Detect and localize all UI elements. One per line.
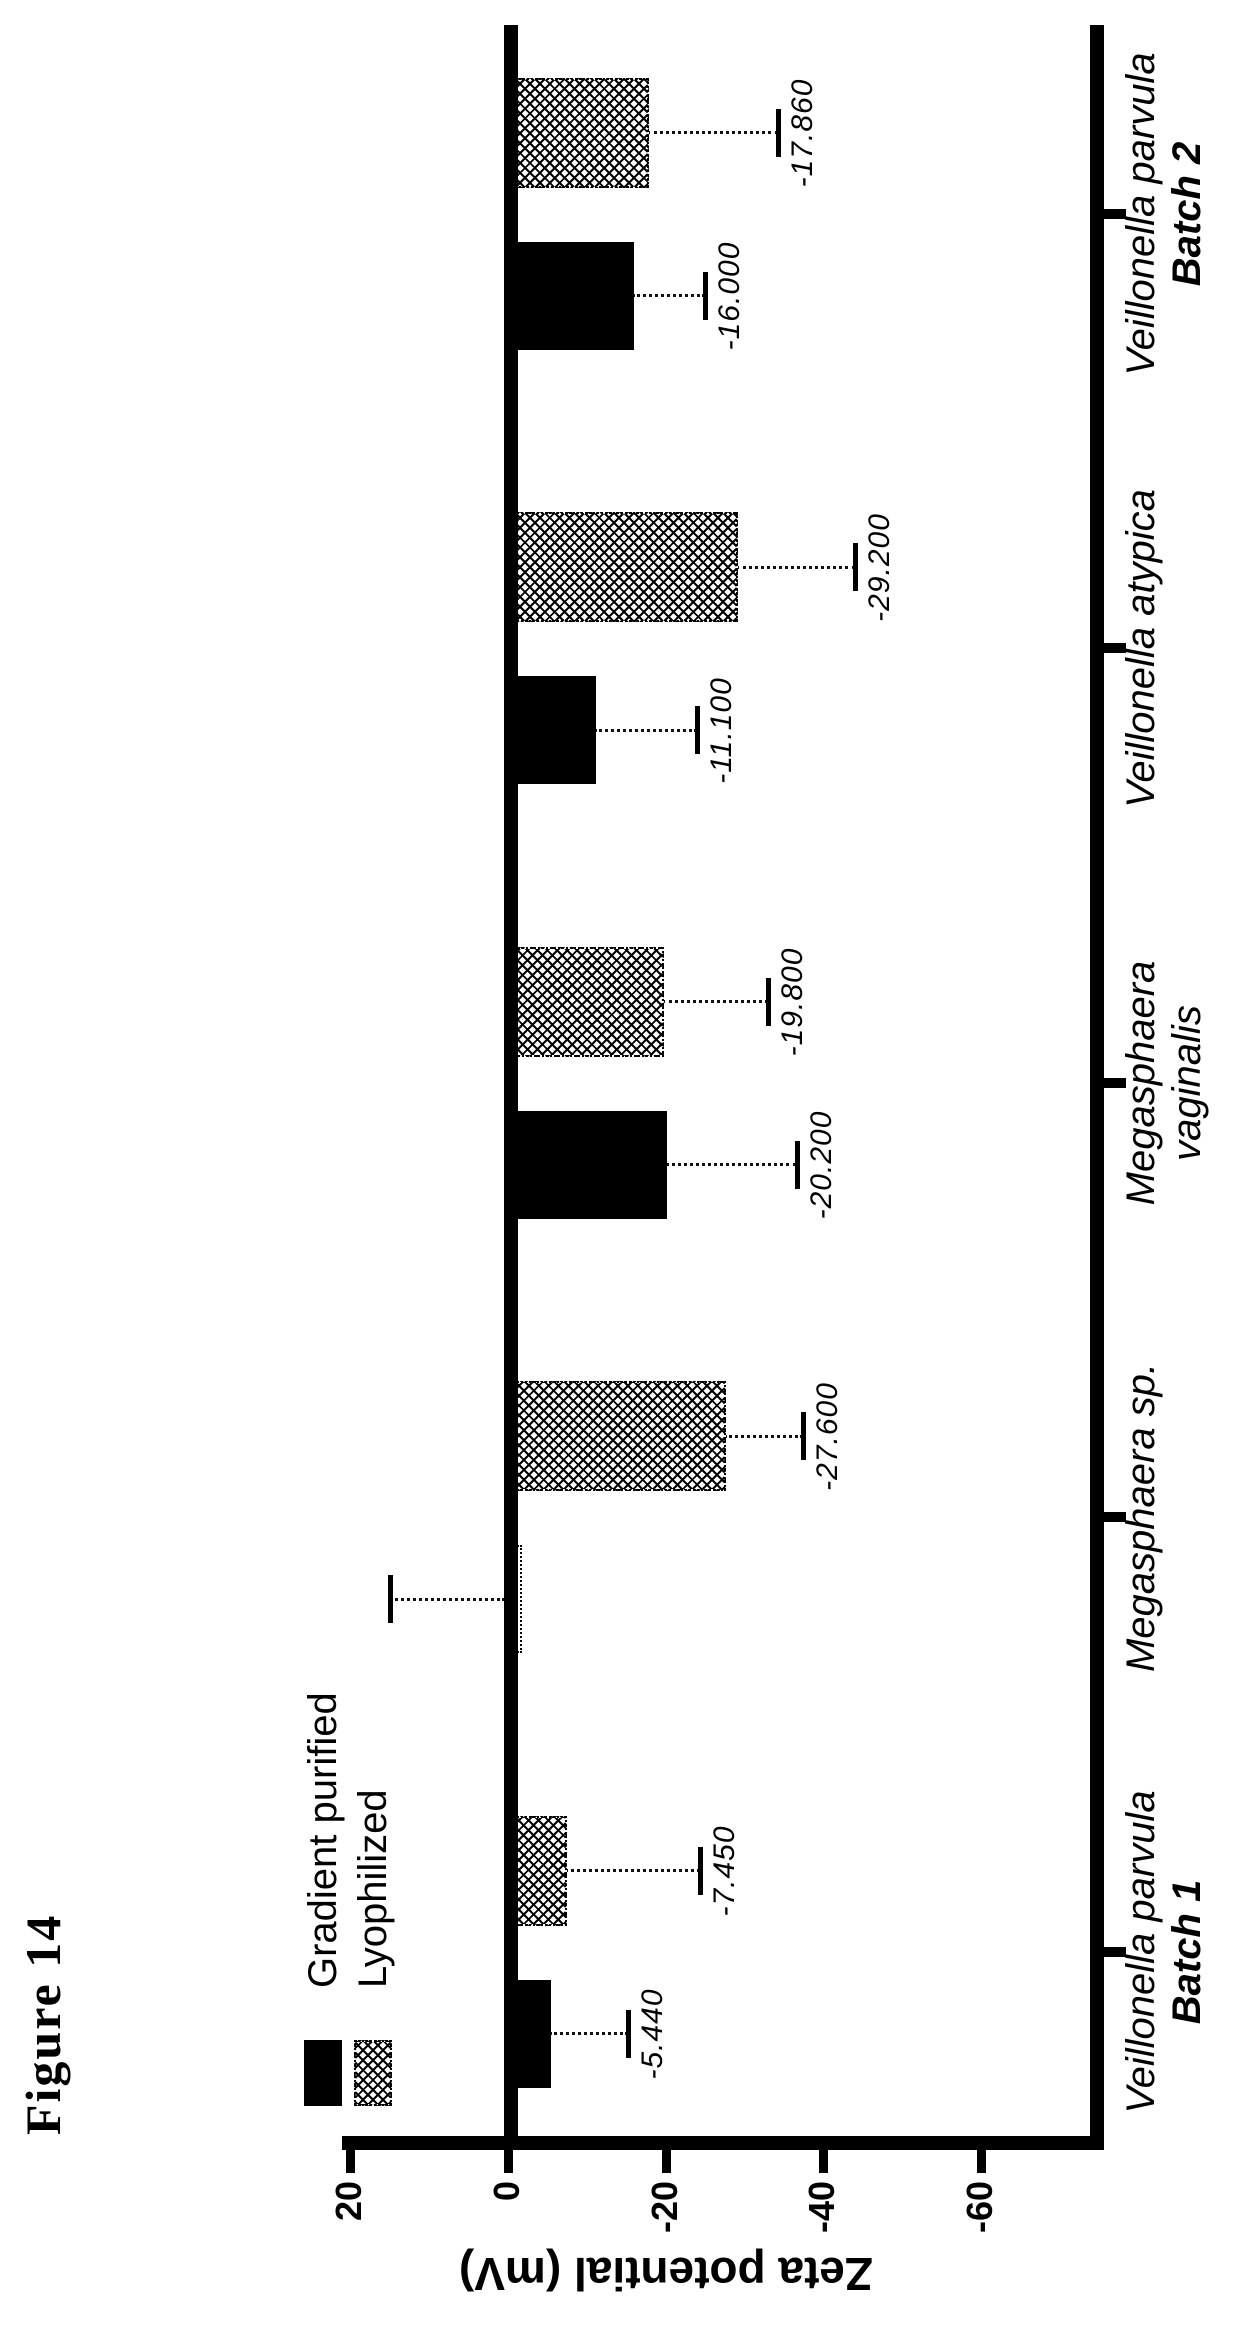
error-cap xyxy=(388,1575,394,1624)
y-tick-label: -20 xyxy=(643,2181,685,2234)
error-cap xyxy=(794,1141,800,1189)
value-label: -29.200 xyxy=(862,513,896,622)
bar-lyophilized xyxy=(510,1816,567,1926)
value-label: -11.100 xyxy=(705,677,739,784)
bar-lyophilized xyxy=(510,1381,726,1492)
legend-label: Lyophilized xyxy=(350,1789,395,1988)
bar-gradient-purified xyxy=(510,1111,668,1219)
legend-swatch-solid xyxy=(304,2040,342,2106)
error-whisker xyxy=(723,1435,803,1438)
error-whisker xyxy=(564,1869,700,1873)
value-label: -7.450 xyxy=(707,1825,741,1917)
value-label: -27.600 xyxy=(810,1382,844,1491)
category-label: Megasphaera sp. xyxy=(1119,1362,1163,1673)
value-label: -5.440 xyxy=(636,1988,670,2080)
legend-swatch-hatched xyxy=(354,2040,392,2106)
value-label: -17.860 xyxy=(786,78,820,188)
legend-row-lyophilized: Lyophilized xyxy=(350,1789,396,2106)
error-cap xyxy=(697,1847,703,1895)
error-whisker xyxy=(632,294,706,298)
y-tick-label: -40 xyxy=(801,2181,843,2234)
zero-baseline xyxy=(504,25,518,2141)
category-axis-line xyxy=(1090,25,1104,2141)
bar-lyophilized xyxy=(510,947,665,1057)
y-tick-label: 20 xyxy=(328,2181,370,2222)
y-tick-label: 0 xyxy=(486,2181,527,2202)
error-whisker xyxy=(390,1598,505,1601)
category-label: Veillonella parvula Batch 2 xyxy=(1119,52,1209,376)
error-cap xyxy=(852,543,858,592)
category-label: Veillonella parvula Batch 1 xyxy=(1119,1790,1209,2114)
legend-row-gradient-purified: Gradient purified xyxy=(300,1692,346,2106)
value-label: -20.200 xyxy=(804,1110,838,1220)
error-cap xyxy=(776,109,782,157)
error-whisker xyxy=(665,1163,797,1167)
figure-label: Figure 14 xyxy=(15,1913,71,2135)
bar-lyophilized xyxy=(510,78,649,188)
y-tick-label: -60 xyxy=(959,2181,1001,2234)
category-label: Veillonella atypica xyxy=(1119,489,1163,808)
y-tick xyxy=(346,2147,356,2173)
y-axis-line xyxy=(342,2136,1104,2150)
error-whisker xyxy=(548,2032,629,2036)
error-whisker xyxy=(662,1000,769,1004)
bar-gradient-purified xyxy=(510,676,596,785)
error-cap xyxy=(766,978,772,1026)
y-tick xyxy=(504,2147,513,2173)
error-cap xyxy=(800,1412,806,1461)
value-label: -19.800 xyxy=(776,947,810,1057)
error-whisker xyxy=(593,729,698,732)
y-tick xyxy=(819,2147,829,2173)
error-whisker xyxy=(646,131,779,135)
bar-lyophilized xyxy=(510,512,739,623)
error-whisker xyxy=(736,566,855,569)
y-tick xyxy=(661,2147,671,2173)
error-cap xyxy=(703,272,709,320)
legend-label: Gradient purified xyxy=(300,1692,345,1988)
error-cap xyxy=(626,2010,632,2058)
error-cap xyxy=(695,706,701,755)
value-label: -16.000 xyxy=(713,241,747,351)
y-tick xyxy=(977,2147,987,2173)
category-label: Megasphaera vaginalis xyxy=(1119,960,1209,1206)
bar-gradient-purified xyxy=(510,242,635,350)
